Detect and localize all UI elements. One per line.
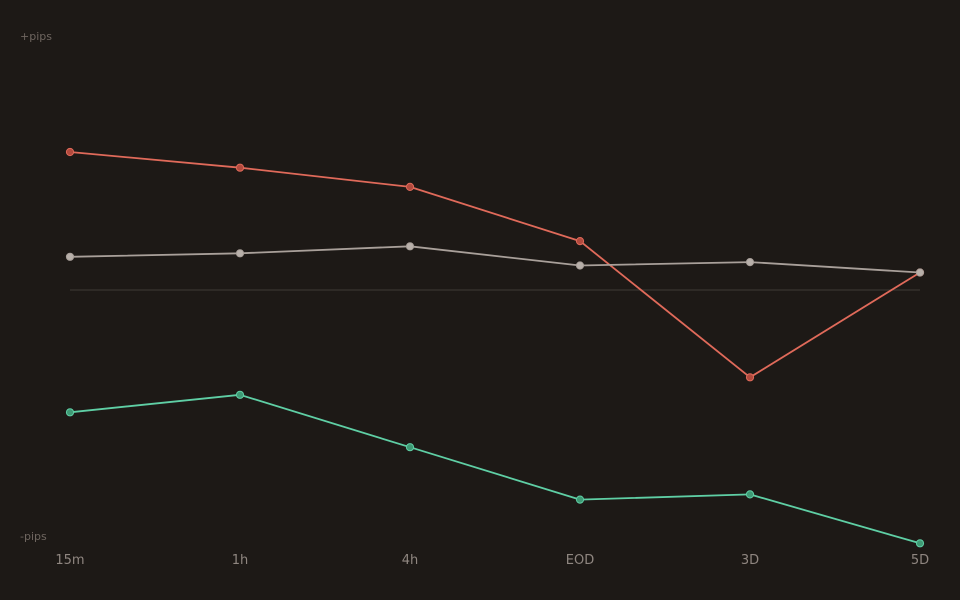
series-1-point-EOD — [575, 237, 585, 246]
series-3-point-5D — [915, 539, 925, 548]
series-2-point-EOD — [575, 261, 585, 270]
x-tick-label: 5D — [911, 553, 929, 568]
series-3-point-4h — [405, 443, 415, 452]
series-line-1 — [69, 151, 921, 379]
series-3-point-15m — [65, 408, 75, 417]
series-3-point-1h — [235, 390, 245, 399]
y-axis-top-label: +pips — [20, 30, 52, 43]
series-1-point-1h — [235, 163, 245, 172]
series-1-point-3D — [745, 373, 755, 382]
x-tick-label: 3D — [741, 553, 759, 568]
series-2-point-3D — [745, 258, 755, 267]
series-1-point-4h — [405, 182, 415, 191]
series-2-point-4h — [405, 242, 415, 251]
x-tick-label: 1h — [232, 553, 249, 568]
series-2-point-5D — [915, 268, 925, 277]
x-tick-label: EOD — [566, 553, 594, 568]
series-3-point-EOD — [575, 495, 585, 504]
x-tick-label: 15m — [55, 553, 84, 568]
x-tick-label: 4h — [402, 553, 419, 568]
y-axis-bottom-label: -pips — [20, 530, 47, 543]
series-1-point-15m — [65, 147, 75, 157]
series-2-point-15m — [65, 252, 75, 261]
series-2-point-1h — [235, 249, 245, 258]
series-line-3 — [69, 393, 921, 545]
series-3-point-3D — [745, 490, 755, 499]
series-line-2 — [69, 245, 921, 274]
